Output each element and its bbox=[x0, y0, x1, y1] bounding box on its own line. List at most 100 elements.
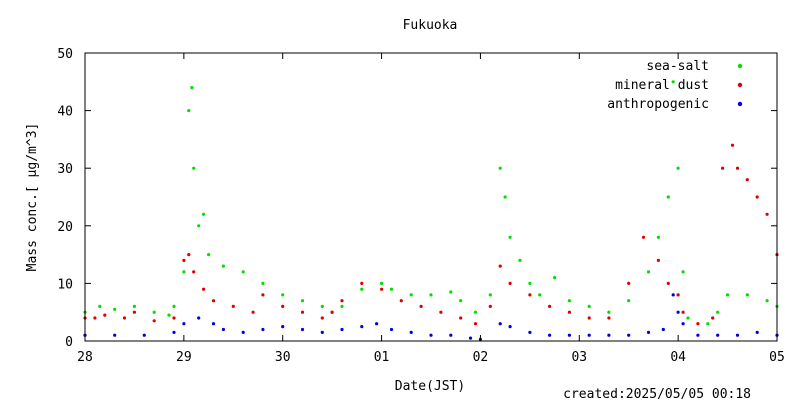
series-0-point-25 bbox=[409, 293, 413, 297]
series-1-point-6 bbox=[172, 316, 176, 320]
series-0-point-8 bbox=[187, 109, 191, 113]
series-0-point-49 bbox=[706, 322, 710, 326]
series-1-point-38 bbox=[666, 281, 670, 285]
series-2-point-13 bbox=[340, 327, 344, 332]
series-1-point-16 bbox=[300, 310, 305, 314]
series-1-point-36 bbox=[641, 235, 646, 239]
series-0-point-50 bbox=[716, 310, 720, 314]
series-2-point-30 bbox=[646, 330, 651, 334]
series-1-point-47 bbox=[755, 195, 759, 199]
series-0-point-17 bbox=[281, 293, 285, 297]
series-1-point-18 bbox=[330, 310, 334, 314]
series-1-point-5 bbox=[152, 319, 156, 323]
series-2-point-14 bbox=[360, 325, 364, 329]
series-1-point-43 bbox=[721, 166, 725, 170]
series-1-point-21 bbox=[380, 287, 384, 291]
series-1-point-29 bbox=[508, 281, 512, 285]
series-0-point-47 bbox=[681, 270, 685, 274]
legend-label-2: anthropogenic bbox=[607, 97, 709, 112]
series-2-point-9 bbox=[261, 327, 265, 332]
series-2-point-28 bbox=[607, 333, 611, 337]
series-2-point-25 bbox=[548, 333, 552, 337]
axes: 0 10 20 30 40 50 28 29 30 01 02 03 04 05 bbox=[57, 47, 784, 365]
y-tick-label-4: 40 bbox=[57, 105, 73, 120]
series-0-point-26 bbox=[429, 293, 433, 297]
series-0-point-14 bbox=[221, 264, 225, 268]
series-0-point-34 bbox=[518, 258, 522, 262]
x-tick-label-1: 29 bbox=[176, 350, 192, 365]
series-0-point-51 bbox=[726, 293, 730, 297]
series-0-point-18 bbox=[300, 299, 305, 303]
x-tick-label-0: 28 bbox=[77, 350, 93, 365]
series-0-point-46 bbox=[676, 166, 680, 170]
legend-marker-2 bbox=[737, 101, 743, 107]
series-0-point-9 bbox=[190, 86, 194, 90]
x-tick-label-5: 03 bbox=[571, 350, 587, 365]
series-1-point-4 bbox=[132, 310, 136, 314]
series-2-point-7 bbox=[221, 327, 225, 332]
series-2-point-34 bbox=[681, 322, 685, 326]
y-tick-label-3: 30 bbox=[57, 162, 73, 177]
series-1-point-42 bbox=[711, 316, 715, 320]
series-2-point-2 bbox=[142, 333, 146, 337]
series-2-point-20 bbox=[468, 336, 473, 340]
series-1-point-31 bbox=[548, 304, 552, 308]
series-2-point-15 bbox=[375, 322, 379, 326]
series-2-point-11 bbox=[300, 327, 305, 332]
series-1-point-12 bbox=[231, 304, 235, 308]
series-0-point-45 bbox=[671, 80, 675, 84]
series-2-point-18 bbox=[429, 333, 433, 337]
x-tick-label-6: 04 bbox=[670, 350, 686, 365]
series-0-point-6 bbox=[172, 304, 176, 308]
legend-marker-0 bbox=[737, 63, 743, 69]
series-0-point-38 bbox=[567, 299, 572, 303]
series-1-point-28 bbox=[498, 264, 502, 268]
series-0-point-32 bbox=[503, 195, 507, 199]
legend-label-1: mineral dust bbox=[615, 78, 709, 93]
series-1-point-25 bbox=[459, 316, 463, 320]
series-2-point-27 bbox=[587, 333, 591, 337]
series-1-point-26 bbox=[473, 322, 478, 326]
series-0-point-5 bbox=[167, 313, 171, 317]
series-1-point-9 bbox=[192, 270, 196, 274]
series-1-point-20 bbox=[360, 281, 364, 285]
series-2-point-37 bbox=[735, 333, 740, 337]
series-0-point-24 bbox=[389, 287, 394, 291]
series-2-point-3 bbox=[172, 330, 176, 334]
series-1-point-1 bbox=[93, 316, 97, 320]
legend: sea-salt mineral dust anthropogenic bbox=[607, 59, 743, 112]
series-0-point-42 bbox=[646, 270, 651, 274]
series-0-point-41 bbox=[627, 299, 631, 303]
series-0-point-19 bbox=[320, 304, 324, 308]
series-0-point-44 bbox=[666, 195, 670, 199]
series-1-point-30 bbox=[528, 293, 532, 297]
series-0-point-2 bbox=[113, 307, 117, 311]
x-axis-label: Date(JST) bbox=[395, 379, 465, 394]
series-2-point-6 bbox=[211, 322, 216, 326]
series-1-point-27 bbox=[488, 304, 492, 308]
x-tick-label-7: 05 bbox=[769, 350, 785, 365]
series-0-point-30 bbox=[488, 293, 492, 297]
series-0-point-35 bbox=[528, 281, 532, 285]
series-0-point-23 bbox=[380, 281, 384, 285]
series-1-point-23 bbox=[419, 304, 423, 308]
series-1-point-10 bbox=[202, 287, 206, 291]
series-1-point-48 bbox=[765, 212, 769, 216]
series-2-point-10 bbox=[281, 325, 285, 329]
series-2-point-24 bbox=[528, 330, 532, 334]
series-2-point-36 bbox=[716, 333, 720, 337]
series-0-point-29 bbox=[473, 310, 478, 314]
x-tick-label-2: 30 bbox=[275, 350, 291, 365]
series-1-point-7 bbox=[182, 258, 186, 262]
y-tick-label-2: 20 bbox=[57, 220, 73, 235]
series-0-point-27 bbox=[449, 290, 453, 294]
series-1-point-14 bbox=[261, 293, 265, 297]
series-2-point-31 bbox=[661, 327, 665, 332]
series-0-point-48 bbox=[686, 316, 690, 320]
series-0-point-28 bbox=[459, 299, 463, 303]
series-0-point-15 bbox=[241, 270, 245, 274]
series-1-point-41 bbox=[696, 322, 700, 326]
series-0-point-43 bbox=[656, 235, 661, 239]
series-1-point-45 bbox=[735, 166, 740, 170]
series-0-point-22 bbox=[360, 287, 364, 291]
